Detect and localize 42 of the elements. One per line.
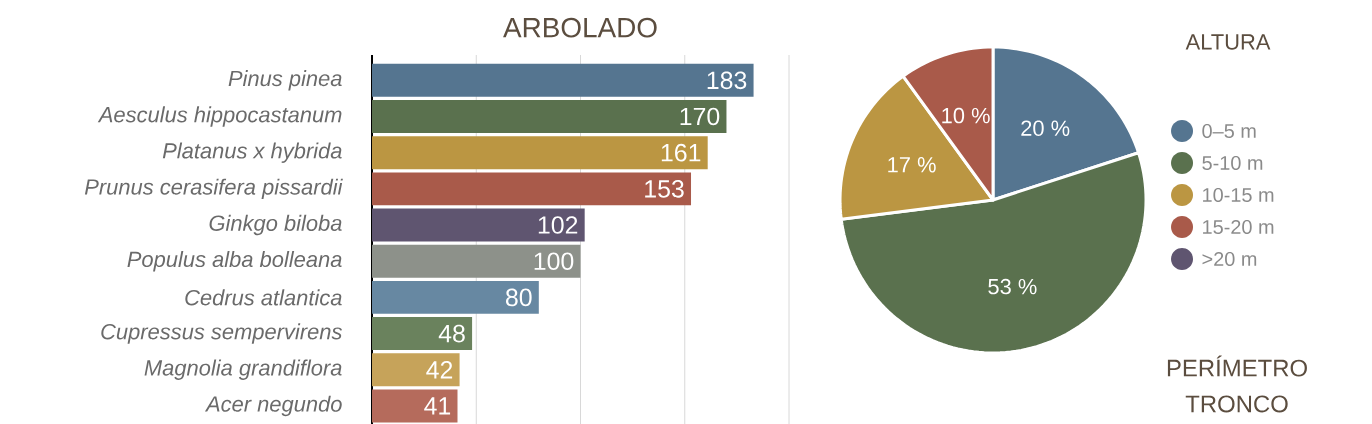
data-label: 100 — [534, 252, 574, 271]
bar — [372, 136, 708, 170]
data-label: 170 — [680, 107, 720, 126]
bar — [372, 63, 754, 97]
data-label: 42 — [426, 361, 453, 379]
data-label: 48 — [438, 324, 465, 343]
data-label: 17 % — [888, 157, 936, 173]
bar — [372, 317, 473, 351]
y-tick-label: Magnolia grandiflora — [144, 359, 342, 380]
bar — [372, 389, 458, 423]
legend-label: >20 m — [1202, 251, 1257, 267]
y-tick-label: Acer negundo — [204, 395, 342, 417]
bar — [372, 172, 692, 206]
legend-label: 10-15 m — [1203, 187, 1274, 203]
y-tick-label: Cedrus atlantica — [185, 289, 342, 306]
bar — [372, 280, 539, 314]
data-label: 80 — [505, 288, 532, 307]
bar — [372, 100, 727, 133]
data-label: 53 % — [988, 278, 1037, 295]
y-tick-label: Aesculus hippocastanum — [97, 106, 342, 127]
y-tick-label: Ginkgo biloba — [209, 214, 342, 236]
bar — [372, 353, 460, 387]
y-tick-label: Cupressus sempervirens — [101, 323, 342, 344]
legend-label: 5-10 m — [1202, 155, 1263, 171]
legend-label: 0–5 m — [1202, 123, 1256, 139]
data-label: 161 — [661, 143, 701, 162]
data-label: 20 % — [1021, 120, 1070, 136]
chart-title: ARBOLADO — [503, 17, 657, 38]
data-label: 10 % — [942, 107, 990, 124]
y-tick-label: Populus alba bolleana — [127, 250, 342, 272]
legend-label: 15-20 m — [1203, 219, 1274, 235]
chart-title: ALTURA — [1185, 34, 1271, 50]
bar — [372, 244, 581, 278]
data-label: 153 — [645, 180, 684, 198]
y-tick-label: Prunus cerasifera pissardii — [84, 178, 343, 200]
text: PERÍMETRO TRONCO — [1167, 355, 1307, 413]
bar — [372, 208, 585, 242]
data-label: 102 — [538, 216, 578, 234]
data-label: 183 — [707, 71, 747, 90]
y-tick-label: Pinus pinea — [228, 70, 342, 91]
data-label: 41 — [424, 397, 451, 415]
y-tick-label: Platanus x hybrida — [162, 142, 342, 163]
